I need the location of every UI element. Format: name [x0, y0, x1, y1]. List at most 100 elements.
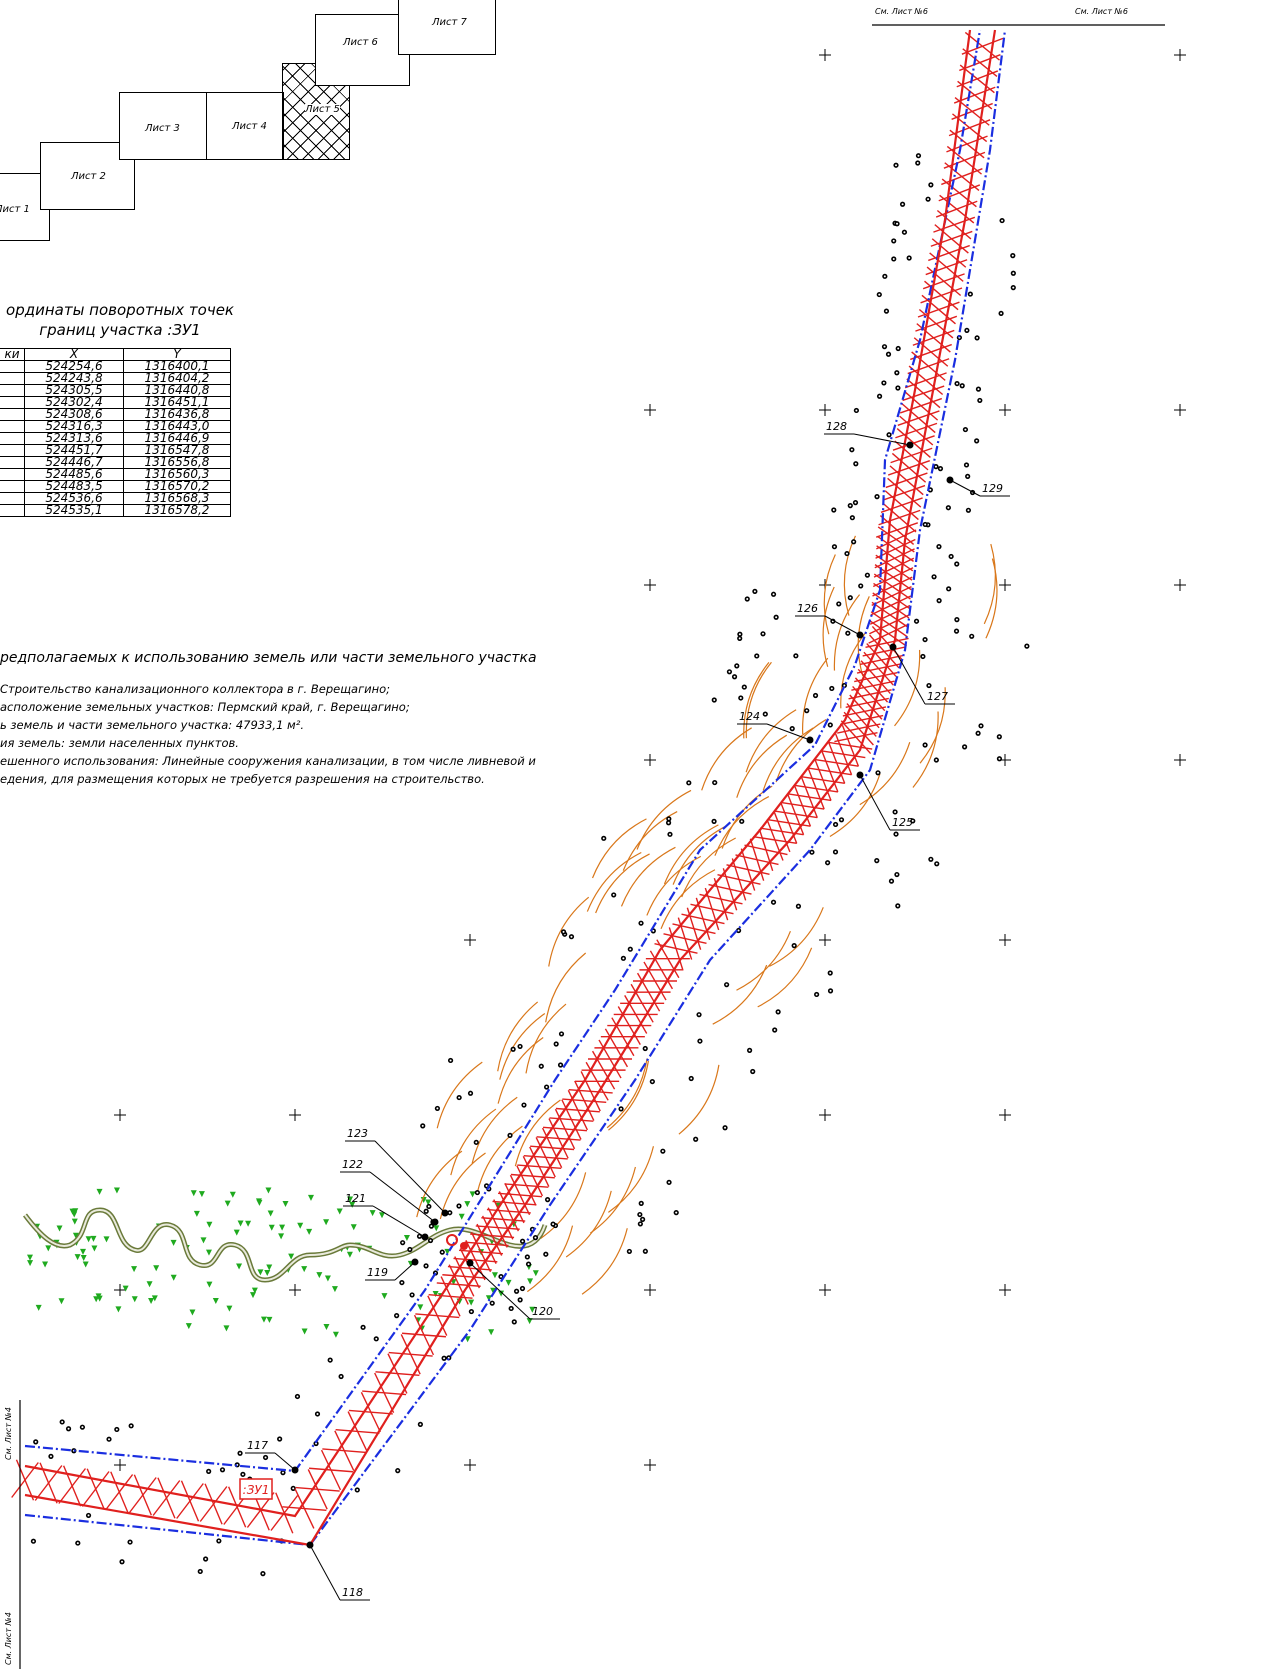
hatch-line: [427, 1295, 448, 1336]
terrain-point: [447, 1210, 453, 1216]
terrain-point: [965, 473, 971, 479]
terrain-point: [423, 1208, 429, 1214]
terrain-point: [735, 927, 742, 934]
hatch-line: [535, 1137, 556, 1178]
cell-y: 1316570,2: [123, 480, 231, 493]
grid-cross: [819, 49, 831, 61]
vegetation-symbols: [27, 1187, 539, 1343]
vegetation-symbol: [346, 1251, 353, 1258]
terrain-point: [975, 386, 982, 392]
terrain-point: [874, 858, 880, 864]
terrain-point: [886, 432, 892, 438]
vegetation-symbol: [151, 1295, 158, 1302]
coords-table: ки X Y 524254,6 1316400,1 524243,8 1316404,…: [0, 348, 231, 517]
vegetation-symbol: [336, 1208, 343, 1215]
hatch-line: [387, 1353, 408, 1394]
terrain-point: [922, 742, 928, 748]
hatch-line: [863, 651, 894, 686]
terrain-point: [933, 464, 939, 470]
terrain-point: [895, 903, 901, 909]
contour-line: [476, 1125, 523, 1193]
vegetation-symbol: [131, 1266, 138, 1273]
terrain-point: [395, 1468, 401, 1474]
vegetation-symbol: [264, 1270, 271, 1277]
terrain-point: [618, 1106, 624, 1112]
terrain-point: [640, 1216, 646, 1222]
terrain-point: [812, 692, 819, 699]
terrain-point: [853, 461, 859, 467]
hatch-line: [307, 1469, 328, 1510]
contour-line: [591, 818, 647, 879]
terrain-point: [553, 1041, 559, 1047]
cell-x: 524535,1: [24, 504, 124, 517]
vegetation-symbol: [505, 1279, 512, 1286]
hatch-line: [882, 502, 917, 533]
terrain-point: [394, 1313, 400, 1319]
hatch-line: [481, 1215, 503, 1256]
vegetation-symbol: [257, 1269, 264, 1276]
coords-row: 524483,5 1316570,2: [0, 480, 231, 493]
vegetation-symbol: [212, 1297, 219, 1304]
terrain-point: [543, 1251, 549, 1257]
vegetation-symbol: [279, 1224, 286, 1231]
terrain-point: [795, 903, 802, 909]
point-label-128: 128: [826, 420, 847, 433]
terrain-point: [891, 256, 897, 262]
grid-cross: [1174, 754, 1186, 766]
terrain-point: [922, 636, 928, 643]
cell-y: 1316560,3: [123, 468, 231, 481]
terrain-point: [399, 1279, 405, 1286]
contour-line: [829, 773, 881, 837]
terrain-point: [770, 591, 777, 597]
vegetation-symbol: [223, 1325, 230, 1332]
terrain-point: [954, 561, 960, 567]
contour-line: [822, 586, 835, 667]
point-label-127: 127: [927, 690, 948, 703]
vegetation-symbol: [420, 1197, 427, 1204]
vegetation-symbol: [226, 1305, 233, 1312]
terrain-point: [666, 1179, 672, 1185]
contour-line: [843, 535, 856, 616]
hatch-line: [347, 1411, 368, 1452]
terrain-point: [931, 574, 937, 580]
terrain-point: [827, 722, 833, 728]
terrain-point: [1024, 643, 1030, 649]
terrain-point: [511, 1319, 517, 1325]
river-inner: [24, 1208, 546, 1282]
contour-line: [681, 837, 736, 898]
terrain-point: [467, 1090, 474, 1096]
hatch-line: [939, 194, 975, 224]
terrain-point: [901, 229, 908, 235]
hatch-line: [334, 1430, 355, 1471]
terrain-point: [568, 934, 575, 940]
sheet-6-box: Лист 6: [315, 14, 410, 86]
sheet-6-label: Лист 6: [343, 37, 378, 48]
vegetation-symbol: [323, 1219, 330, 1226]
vegetation-symbol: [131, 1296, 138, 1303]
vegetation-symbol: [323, 1324, 330, 1331]
terrain-point: [517, 1297, 523, 1303]
vegetation-symbol: [189, 1309, 196, 1316]
info-line-4: ия земель: земли населенных пунктов.: [0, 736, 239, 750]
terrain-point: [206, 1468, 212, 1474]
hatch-line: [891, 452, 927, 483]
terrain-point: [638, 1200, 644, 1206]
point-leader: [309, 1544, 341, 1601]
contour-line: [436, 1061, 483, 1129]
hatch-line: [320, 1449, 342, 1491]
terrain-point: [127, 1539, 133, 1545]
terrain-point: [936, 598, 942, 604]
parcel-label: :ЗУ1: [243, 1483, 270, 1497]
terrain-point: [827, 988, 834, 994]
terrain-point: [922, 521, 928, 528]
terrain-point: [1010, 270, 1016, 276]
grid-cross: [999, 579, 1011, 591]
cell-y: 1316440,8: [123, 384, 231, 397]
contour-line: [663, 824, 719, 885]
terrain-point: [789, 726, 795, 732]
point-leader: [274, 1452, 296, 1471]
contour-line: [581, 1228, 628, 1295]
sheet-7-box: Лист 7: [398, 0, 496, 55]
sheet-1-label: Лист 1: [0, 204, 30, 215]
terrain-point: [920, 653, 926, 660]
